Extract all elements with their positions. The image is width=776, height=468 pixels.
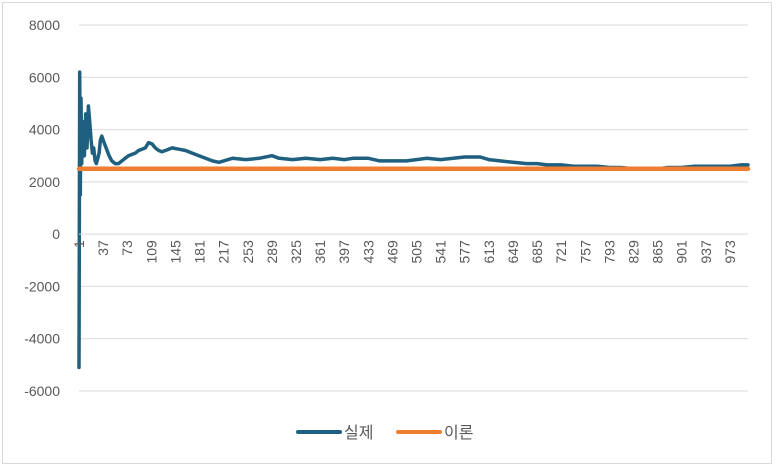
x-tick-label: 469: [384, 240, 400, 264]
legend-label: 실제: [344, 423, 373, 442]
x-tick-label: 217: [216, 240, 232, 264]
x-axis: 1 37 73 109 145 181 217 253 289 325 361 397 433 469 50…: [71, 233, 748, 264]
x-tick-label: 145: [167, 240, 183, 264]
gridlines: [79, 24, 748, 392]
y-tick-label: -2000: [24, 278, 60, 294]
y-tick-label: 8000: [29, 17, 60, 33]
legend: 실제 이론: [296, 423, 473, 442]
x-tick-label: 325: [288, 240, 304, 264]
x-tick-label: 757: [577, 240, 593, 264]
x-tick-label: 181: [192, 240, 208, 264]
y-axis: 8000 6000 4000 2000 0 -2000 -4000 -6000: [24, 17, 60, 399]
y-tick-label: -4000: [24, 331, 60, 347]
x-tick-label: 901: [674, 240, 690, 264]
x-tick-label: 793: [601, 240, 617, 264]
x-tick-label: 1: [71, 240, 87, 248]
x-tick-label: 865: [650, 240, 666, 264]
x-tick-label: 289: [264, 240, 280, 264]
x-tick-label: 361: [312, 240, 328, 264]
y-tick-label: 2000: [29, 174, 60, 190]
x-tick-label: 505: [409, 240, 425, 264]
y-tick-label: 0: [52, 226, 60, 242]
x-tick-label: 829: [625, 240, 641, 264]
x-tick-label: 577: [457, 240, 473, 264]
x-tick-label: 109: [143, 240, 159, 264]
x-tick-label: 433: [360, 240, 376, 264]
x-tick-label: 721: [553, 240, 569, 264]
x-tick-label: 37: [95, 240, 111, 256]
y-tick-label: 4000: [29, 122, 60, 138]
x-tick-label: 541: [433, 240, 449, 264]
x-tick-label: 685: [529, 240, 545, 264]
x-tick-label: 73: [119, 240, 135, 256]
x-tick-label: 649: [505, 240, 521, 264]
x-tick-label: 397: [336, 240, 352, 264]
series-line-actual: [77, 70, 750, 370]
legend-label: 이론: [444, 423, 473, 442]
series-layer: [76, 70, 751, 370]
x-tick-label: 613: [481, 240, 497, 264]
y-tick-label: -6000: [24, 383, 60, 399]
x-tick-label: 937: [698, 240, 714, 264]
x-tick-label: 253: [240, 240, 256, 264]
chart-frame: [2, 2, 772, 464]
x-tick-label: 973: [722, 240, 738, 264]
y-tick-label: 6000: [29, 69, 60, 85]
